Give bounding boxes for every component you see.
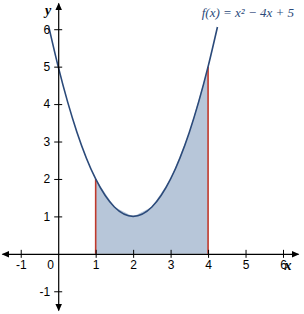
x-tick-mark [96, 250, 97, 258]
function-label: f(x) = x² − 4x + 5 [202, 5, 295, 20]
y-tick-mark [54, 104, 62, 105]
y-tick-label: 6 [44, 23, 51, 37]
y-tick-mark [54, 29, 62, 30]
y-tick: 1 [44, 210, 63, 224]
y-axis: -1 1 2 3 4 5 6 [40, 4, 63, 311]
y-tick-label: 3 [44, 135, 51, 149]
x-tick-mark [21, 250, 22, 258]
x-tick-label: 1 [93, 258, 100, 272]
x-tick: -1 [16, 250, 27, 273]
y-tick: 4 [44, 97, 63, 111]
y-tick-label: 2 [44, 172, 51, 186]
x-tick-label: 0 [47, 258, 54, 272]
axis-line [58, 4, 59, 311]
y-tick-label: 5 [44, 60, 51, 74]
y-tick: 3 [44, 135, 63, 149]
y-tick: 2 [44, 172, 63, 186]
x-tick: 4 [205, 250, 212, 273]
x-tick-label: 4 [205, 258, 212, 272]
y-tick-mark [54, 179, 62, 180]
bound-line [95, 179, 97, 254]
plot-area [49, 27, 218, 254]
y-tick-mark [54, 67, 62, 68]
function-curve [49, 27, 218, 216]
y-tick-mark [54, 142, 62, 143]
y-axis-title: y [43, 3, 52, 18]
y-tick-label: 1 [44, 210, 51, 224]
x-tick: 2 [130, 250, 137, 273]
x-tick: 0 [47, 250, 58, 273]
x-tick-mark [283, 250, 284, 258]
y-tick-mark [54, 216, 62, 217]
y-tick: 6 [44, 23, 63, 37]
y-tick-mark [54, 291, 62, 292]
bound-line [207, 67, 209, 254]
x-tick-mark [133, 250, 134, 258]
x-tick-mark [208, 250, 209, 258]
x-tick-mark [246, 250, 247, 258]
y-tick: -1 [40, 285, 63, 299]
y-tick-label: 4 [44, 97, 51, 111]
y-tick-label: -1 [40, 285, 51, 299]
x-tick: 5 [243, 250, 250, 273]
x-tick: 1 [93, 250, 100, 273]
y-tick: 5 [44, 60, 63, 74]
x-tick-label: 3 [168, 258, 175, 272]
x-tick-label: 2 [130, 258, 137, 272]
shaded-area [96, 67, 208, 254]
axis-line [3, 254, 299, 255]
x-axis-title: x [284, 258, 292, 273]
x-tick-label: 5 [243, 258, 250, 272]
x-tick: 3 [168, 250, 175, 273]
x-axis: -10123456 [3, 250, 299, 273]
x-tick-label: -1 [16, 258, 27, 272]
x-tick-mark [171, 250, 172, 258]
chart: -1 0 1 2 3 4 5 6-1 1 2 3 4 5 6 x y f(x) = x² − 4x + 5 [0, 0, 304, 314]
